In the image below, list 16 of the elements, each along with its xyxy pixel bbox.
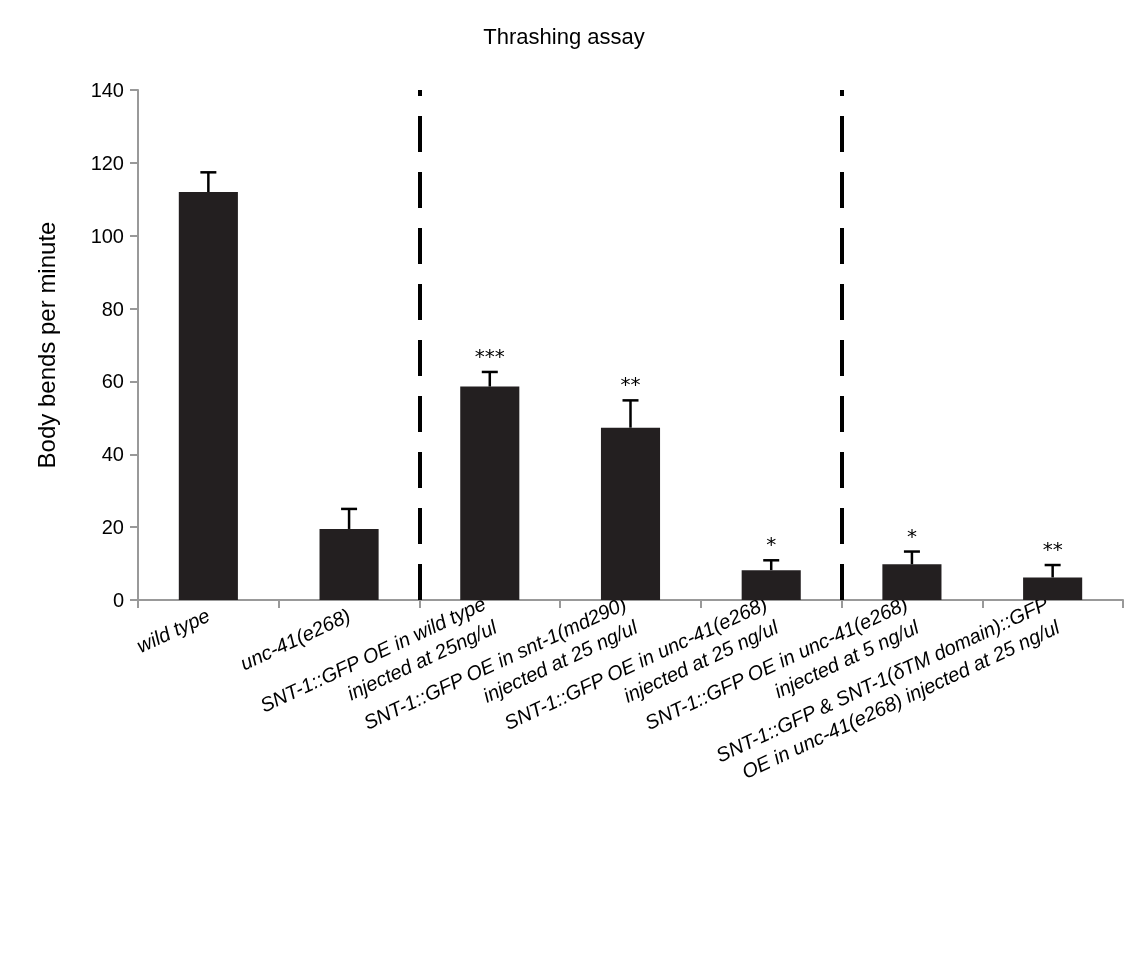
y-tick-label: 120	[90, 151, 124, 174]
y-tick-label: 0	[112, 589, 124, 611]
y-tick-label: 140	[90, 79, 124, 101]
annotation: ***	[474, 343, 505, 368]
annotation: **	[620, 372, 641, 397]
annotation: *	[906, 523, 917, 548]
y-tick-label: 40	[101, 443, 124, 466]
y-tick-label: 80	[101, 297, 124, 320]
annotation: **	[1042, 537, 1063, 562]
y-tick-label: 100	[90, 224, 124, 247]
y-tick-label: 60	[101, 370, 124, 393]
y-axis-title: Body bends per minute	[32, 221, 60, 469]
annotation: *	[766, 532, 777, 557]
y-tick-label: 20	[101, 516, 124, 539]
x-tick-label: wild type	[133, 604, 214, 657]
chart-title: Thrashing assay	[483, 23, 645, 49]
